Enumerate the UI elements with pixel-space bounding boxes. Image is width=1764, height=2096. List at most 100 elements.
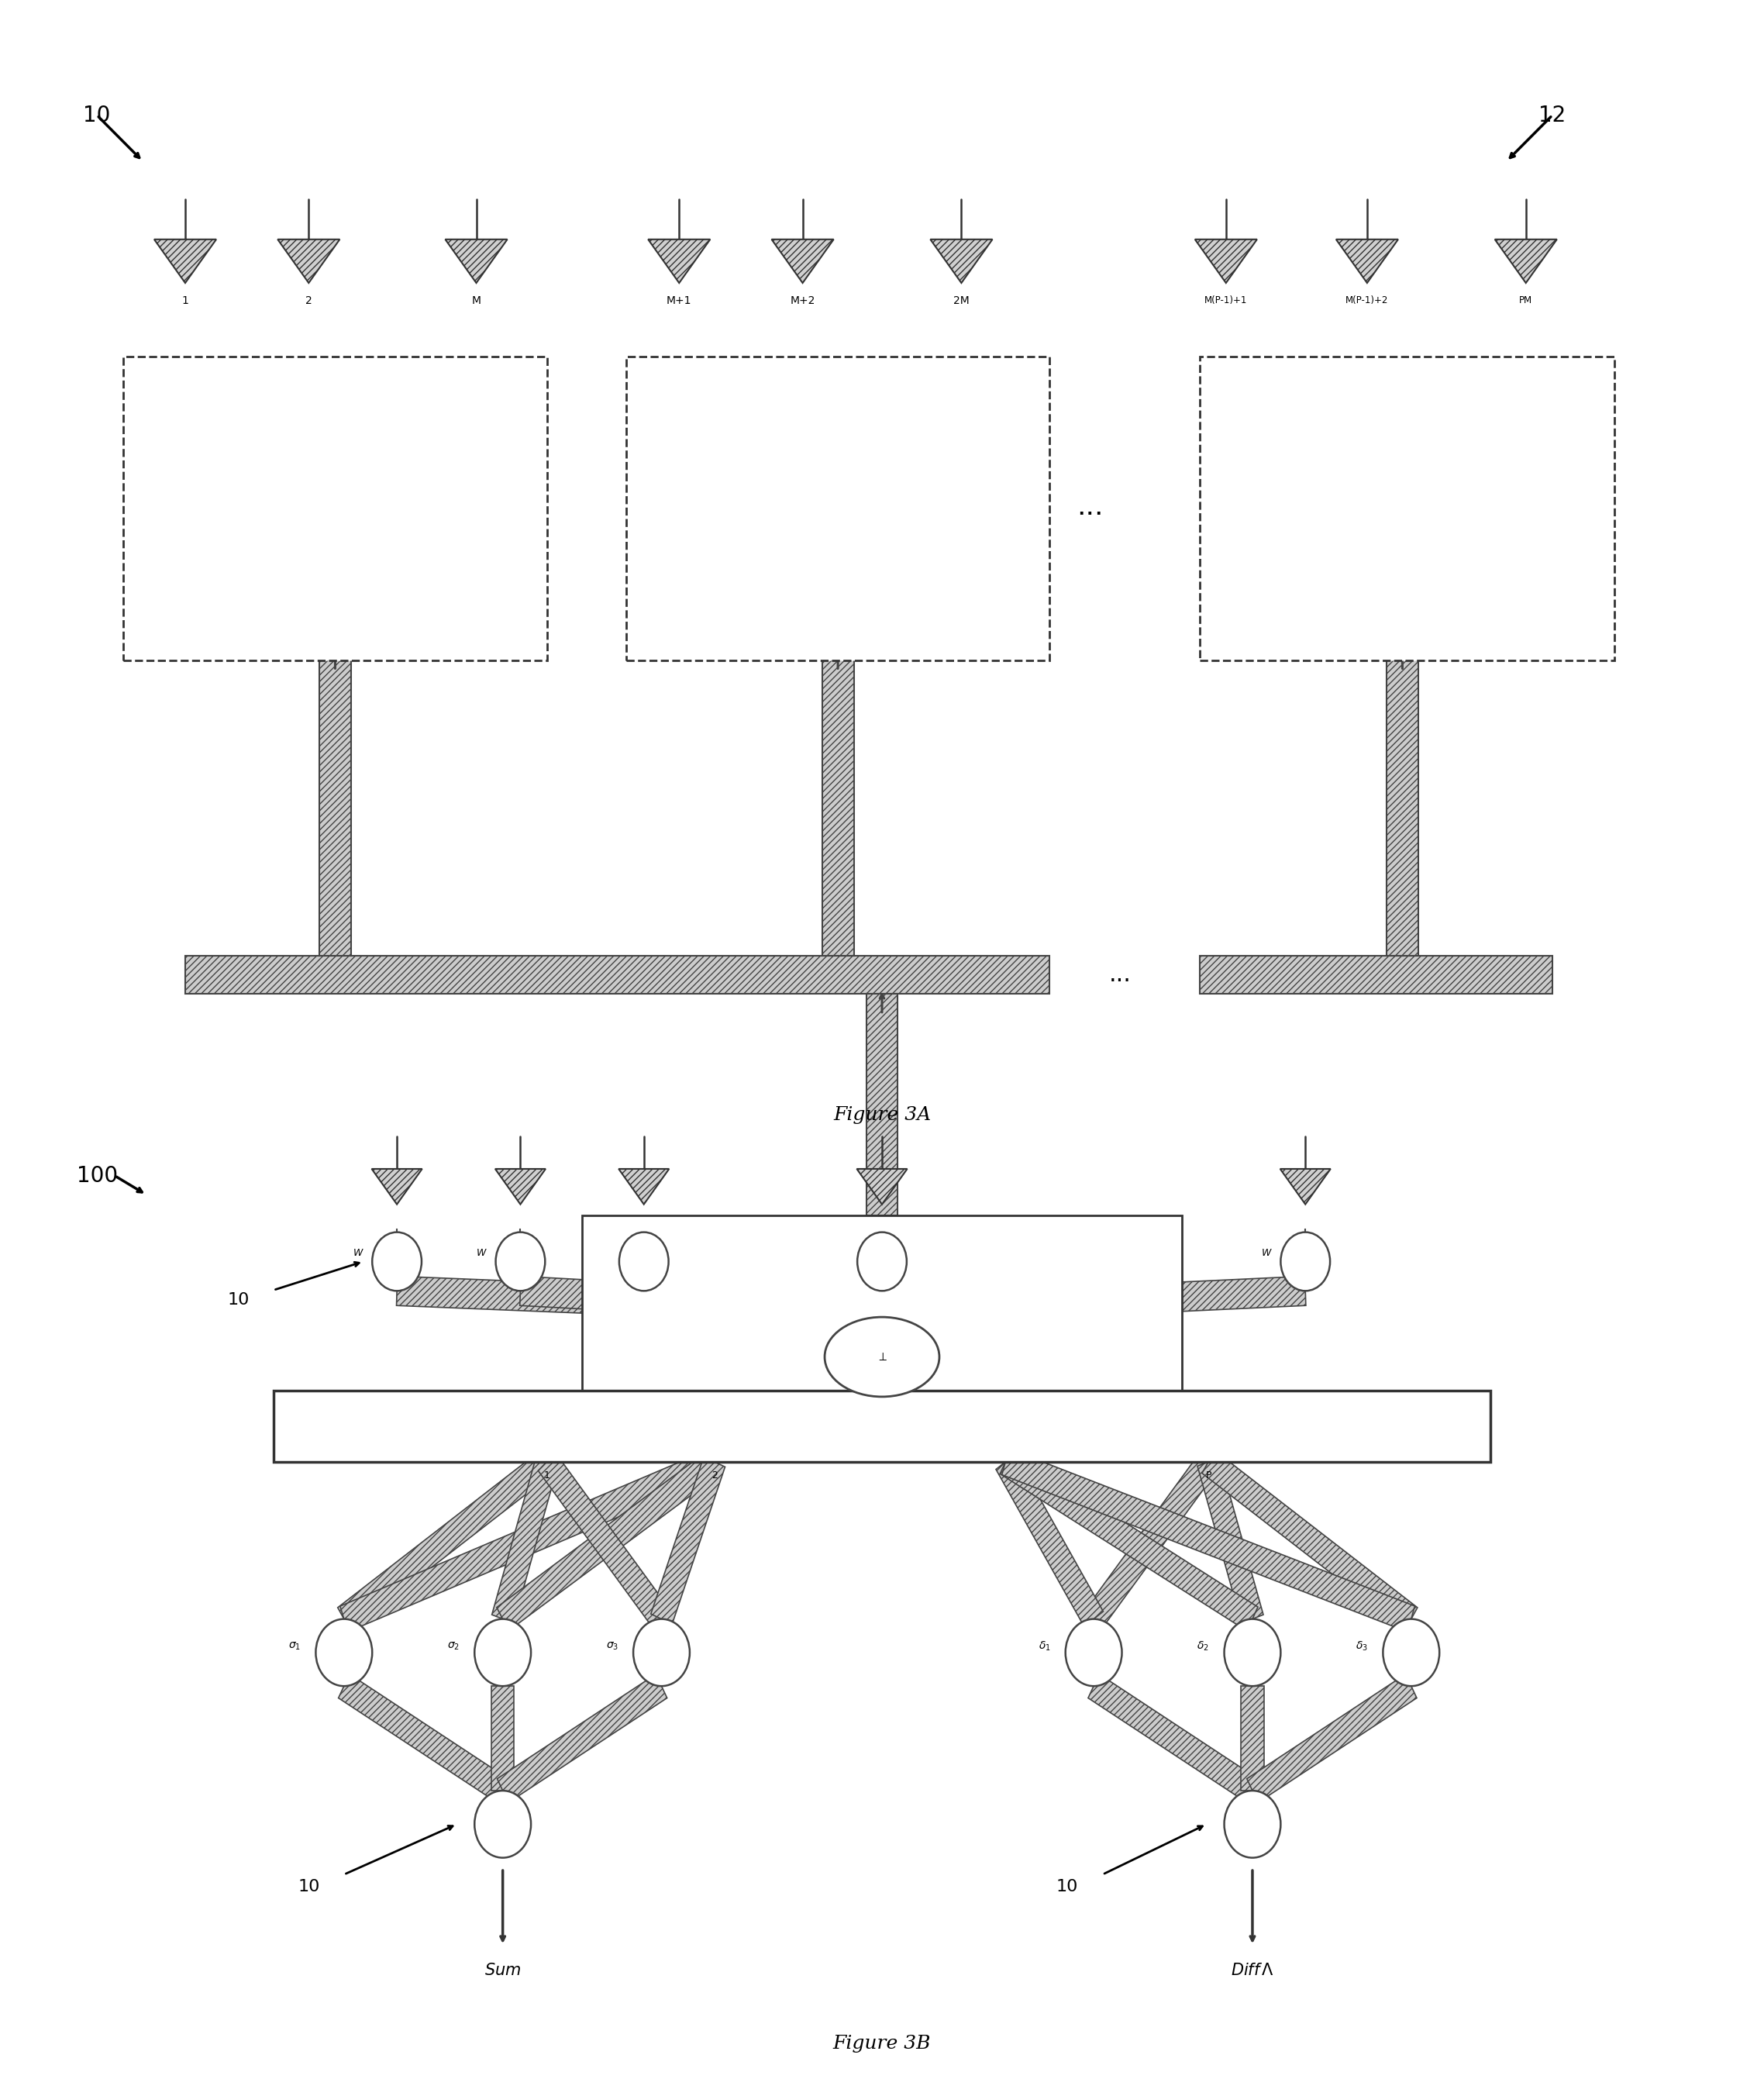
Text: M(P-1)+1: M(P-1)+1 bbox=[1205, 296, 1247, 306]
Text: 10: 10 bbox=[228, 1291, 249, 1308]
Bar bbox=[123, 356, 547, 660]
Bar bbox=[319, 650, 351, 956]
Polygon shape bbox=[930, 239, 993, 283]
Polygon shape bbox=[619, 1170, 669, 1205]
Bar bbox=[866, 994, 898, 1216]
Text: 1: 1 bbox=[543, 1469, 550, 1480]
Circle shape bbox=[475, 1790, 531, 1857]
Bar bbox=[1200, 356, 1614, 660]
Circle shape bbox=[372, 1232, 422, 1291]
Text: $\sigma_3$: $\sigma_3$ bbox=[605, 1641, 619, 1652]
Text: 14-$P$: 14-$P$ bbox=[1388, 562, 1425, 576]
Polygon shape bbox=[340, 1448, 718, 1633]
Polygon shape bbox=[1000, 1450, 1258, 1631]
Polygon shape bbox=[870, 1291, 894, 1310]
Polygon shape bbox=[771, 239, 834, 283]
Text: W: W bbox=[838, 1247, 848, 1258]
Circle shape bbox=[857, 1232, 907, 1291]
Circle shape bbox=[633, 1618, 690, 1685]
Text: Subarray No. 2 ($\varphi_2$): Subarray No. 2 ($\varphi_2$) bbox=[764, 459, 912, 478]
Text: $\delta_2$: $\delta_2$ bbox=[1198, 1639, 1208, 1652]
Text: Figure 3B: Figure 3B bbox=[833, 2035, 931, 2052]
Polygon shape bbox=[1240, 1685, 1263, 1790]
Polygon shape bbox=[1335, 239, 1399, 283]
Circle shape bbox=[1224, 1618, 1281, 1685]
Polygon shape bbox=[153, 239, 217, 283]
Text: 2: 2 bbox=[711, 1469, 718, 1480]
Text: M(P-1)+2: M(P-1)+2 bbox=[1346, 296, 1388, 306]
Polygon shape bbox=[397, 1276, 882, 1325]
Polygon shape bbox=[538, 1453, 670, 1629]
Circle shape bbox=[619, 1232, 669, 1291]
Bar bbox=[626, 356, 1050, 660]
Polygon shape bbox=[1281, 1170, 1330, 1205]
Polygon shape bbox=[651, 1457, 725, 1624]
Polygon shape bbox=[1198, 1457, 1263, 1622]
Polygon shape bbox=[490, 1685, 515, 1790]
Text: $\delta_3$: $\delta_3$ bbox=[1357, 1639, 1367, 1652]
Polygon shape bbox=[1247, 1675, 1416, 1803]
Bar bbox=[185, 956, 1050, 994]
Circle shape bbox=[1383, 1618, 1439, 1685]
Text: 10: 10 bbox=[1057, 1880, 1078, 1895]
Polygon shape bbox=[997, 1455, 1102, 1626]
Text: $Sum$: $Sum$ bbox=[485, 1962, 520, 1979]
Bar bbox=[822, 650, 854, 956]
Text: 2M: 2M bbox=[953, 296, 970, 306]
Polygon shape bbox=[520, 1276, 882, 1325]
Text: P: P bbox=[1205, 1469, 1212, 1480]
Bar bbox=[1200, 956, 1552, 994]
Text: 1: 1 bbox=[182, 296, 189, 306]
Text: W: W bbox=[353, 1247, 363, 1258]
Text: ...: ... bbox=[1076, 495, 1104, 520]
Text: 100: 100 bbox=[76, 1165, 118, 1186]
Text: W: W bbox=[1261, 1247, 1272, 1258]
Polygon shape bbox=[857, 1170, 907, 1205]
Text: $\delta_1$: $\delta_1$ bbox=[1039, 1639, 1050, 1652]
Text: 12: 12 bbox=[1538, 105, 1566, 126]
Text: Figure 3A: Figure 3A bbox=[833, 1107, 931, 1123]
Text: 10: 10 bbox=[298, 1880, 319, 1895]
Text: Subarray No. 1 ($\varphi_1$): Subarray No. 1 ($\varphi_1$) bbox=[261, 459, 409, 478]
Polygon shape bbox=[497, 1450, 720, 1631]
Circle shape bbox=[496, 1232, 545, 1291]
Ellipse shape bbox=[824, 1316, 938, 1396]
Polygon shape bbox=[337, 1450, 554, 1631]
Polygon shape bbox=[372, 1170, 422, 1205]
Bar bbox=[273, 1390, 1491, 1461]
Circle shape bbox=[1065, 1618, 1122, 1685]
Text: M+2: M+2 bbox=[790, 296, 815, 306]
Polygon shape bbox=[277, 239, 340, 283]
Text: Tx Beamformer (16): Tx Beamformer (16) bbox=[801, 1312, 963, 1329]
Bar bbox=[582, 1216, 1182, 1425]
Text: ...: ... bbox=[1110, 964, 1131, 985]
Text: 2: 2 bbox=[305, 296, 312, 306]
Circle shape bbox=[1281, 1232, 1330, 1291]
Polygon shape bbox=[1201, 1450, 1418, 1631]
Text: PM: PM bbox=[1519, 296, 1533, 306]
Polygon shape bbox=[1494, 239, 1558, 283]
Text: 10: 10 bbox=[83, 105, 111, 126]
Polygon shape bbox=[644, 1276, 882, 1325]
Polygon shape bbox=[497, 1675, 667, 1803]
Text: M+1: M+1 bbox=[667, 296, 691, 306]
Text: $\perp$: $\perp$ bbox=[877, 1352, 887, 1362]
Polygon shape bbox=[1085, 1453, 1217, 1629]
Text: $\sigma_1$: $\sigma_1$ bbox=[288, 1641, 302, 1652]
Polygon shape bbox=[492, 1457, 557, 1622]
Polygon shape bbox=[647, 239, 711, 283]
Polygon shape bbox=[882, 1276, 1305, 1325]
Bar bbox=[870, 1388, 894, 1398]
Text: Subarray No. $P$ ($\varphi_P$): Subarray No. $P$ ($\varphi_P$) bbox=[1334, 459, 1480, 478]
Circle shape bbox=[316, 1618, 372, 1685]
Polygon shape bbox=[1002, 1448, 1415, 1633]
Text: M: M bbox=[471, 296, 482, 306]
Polygon shape bbox=[445, 239, 508, 283]
Polygon shape bbox=[1194, 239, 1258, 283]
Text: Correlator Bank (104): Correlator Bank (104) bbox=[783, 1417, 981, 1436]
Text: $Diff\,\Lambda$: $Diff\,\Lambda$ bbox=[1231, 1962, 1274, 1979]
Circle shape bbox=[475, 1618, 531, 1685]
Text: W: W bbox=[476, 1247, 487, 1258]
Polygon shape bbox=[496, 1170, 545, 1205]
Polygon shape bbox=[1088, 1675, 1258, 1803]
